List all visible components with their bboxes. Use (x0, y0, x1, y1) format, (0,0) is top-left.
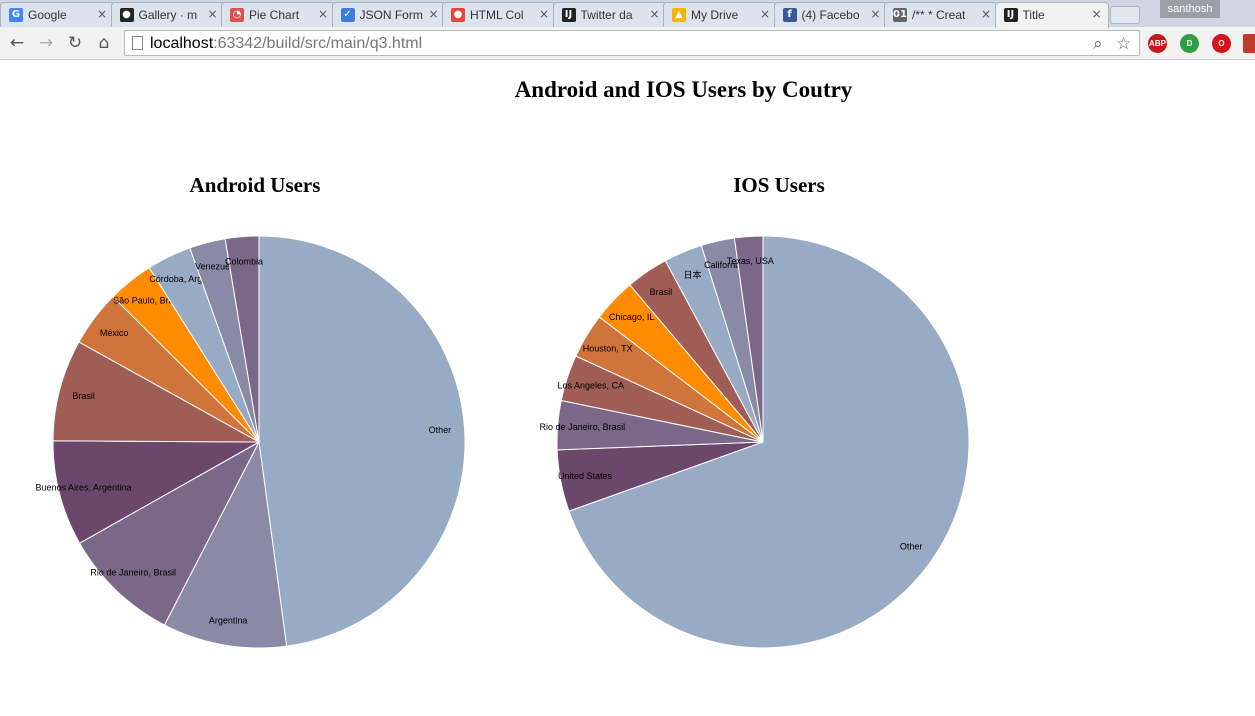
address-bar[interactable]: localhost:63342/build/src/main/q3.html ⌕… (124, 30, 1140, 56)
slice-label: Brasil (72, 391, 95, 401)
github-icon: ● (119, 8, 134, 22)
slice-label: Texas, USA (727, 256, 774, 266)
pie-slice[interactable] (224, 235, 260, 443)
home-icon[interactable]: ⌂ (98, 33, 110, 53)
tab-9[interactable]: 01 /** * Creat × (884, 2, 998, 27)
slice-label: Venezuel (195, 262, 232, 272)
tab-4[interactable]: ✓ JSON Form × (331, 2, 446, 27)
pie-charts: Other Argentina Rio de Janeiro, Brasil Buen… (35, 235, 970, 649)
extension-green-icon[interactable]: D (1180, 34, 1199, 53)
back-arrow-icon[interactable]: ← (9, 33, 25, 53)
tab-label: My Drive (691, 8, 739, 22)
ios-pie: Other United States Rio de Janeiro, Brasil… (540, 235, 970, 649)
address-url[interactable]: localhost:63342/build/src/main/q3.html (150, 35, 423, 52)
google-icon: G (9, 8, 23, 22)
opera-extension-icon[interactable]: O (1212, 34, 1231, 53)
slice-label: United States (558, 471, 613, 481)
slice-label: Buenos Aires, Argentina (35, 482, 131, 492)
slice-label: México (100, 328, 129, 338)
pie-chart-icon: ◔ (230, 8, 244, 22)
pie-slice[interactable] (52, 440, 261, 544)
profile-button[interactable]: santhosh (1160, 0, 1220, 18)
pie-slice[interactable] (733, 235, 764, 443)
binary-file-icon: 01 (893, 8, 907, 22)
tab-label: Twitter da (580, 8, 633, 22)
intellij-icon: IJ (1003, 8, 1018, 22)
slice-label: Other (429, 425, 452, 435)
color-picker-icon: ● (451, 8, 465, 22)
tab-label: /** * Creat (912, 8, 966, 22)
pie-slice[interactable] (52, 341, 260, 443)
slice-label: Other (900, 541, 923, 551)
tab-label: Title (1022, 8, 1045, 22)
intellij-icon: IJ (561, 8, 576, 22)
slice-label: Argentina (209, 616, 248, 626)
checkbox-icon: ✓ (340, 8, 355, 22)
tab-10[interactable]: IJ Title × (994, 2, 1109, 28)
ios-chart-title: IOS Users (733, 173, 825, 197)
slice-label: Brasil (650, 287, 673, 297)
close-tab-icon[interactable]: × (980, 7, 991, 21)
close-tab-icon[interactable]: × (1091, 7, 1102, 21)
page-content: Android and IOS Users by Coutry Android … (0, 60, 1255, 716)
close-tab-icon[interactable]: × (207, 7, 218, 21)
facebook-icon: f (782, 8, 797, 22)
slice-label: São Paulo, Bras (113, 296, 179, 306)
browser-tab-strip: G Google × ● Gallery · m × ◔ Pie Chart × ✓ JSON Fo… (0, 0, 1255, 28)
slice-label: California (704, 260, 742, 270)
browser-toolbar: ← → ↻ ⌂ localhost:63342/build/src/main/q… (0, 27, 1255, 60)
close-tab-icon[interactable]: × (317, 7, 328, 21)
android-pie: Other Argentina Rio de Janeiro, Brasil Buen… (35, 235, 466, 649)
page-title: Android and IOS Users by Coutry (514, 77, 853, 102)
bookmark-star-icon[interactable]: ☆ (1116, 34, 1132, 54)
new-tab-button[interactable] (1110, 6, 1140, 24)
slice-label: Chicago, IL (609, 312, 655, 322)
page-icon (132, 36, 143, 50)
tab-5[interactable]: ● HTML Col × (442, 2, 556, 27)
pie-slice[interactable] (568, 235, 970, 649)
tab-label: HTML Col (470, 8, 524, 22)
tab-7[interactable]: ▲ My Drive × (663, 2, 777, 27)
close-tab-icon[interactable]: × (649, 7, 660, 21)
tab-label: Google (28, 8, 67, 22)
zoom-icon[interactable]: ⌕ (1093, 34, 1103, 54)
slice-label: Córdoba, Arger (149, 274, 210, 284)
android-chart-title: Android Users (189, 173, 321, 197)
tab-6[interactable]: IJ Twitter da × (552, 2, 667, 27)
pie-slice[interactable] (163, 440, 288, 649)
slice-label: Rio de Janeiro, Brasil (540, 422, 626, 432)
tab-8[interactable]: f (4) Facebo × (773, 2, 888, 27)
tab-label: Gallery · m (138, 8, 198, 22)
close-tab-icon[interactable]: × (870, 7, 881, 21)
close-tab-icon[interactable]: × (759, 7, 770, 21)
slice-label: Colombia (225, 256, 263, 266)
slice-label: 日本 (684, 269, 702, 280)
tab-label: Pie Chart (249, 8, 300, 22)
pie-slice[interactable] (78, 440, 261, 626)
tab-2[interactable]: ● Gallery · m × (110, 2, 225, 27)
adblock-extension-icon[interactable]: ABP (1148, 34, 1167, 53)
slice-label: Houston, TX (583, 344, 633, 354)
reload-icon[interactable]: ↻ (67, 33, 83, 53)
close-tab-icon[interactable]: × (96, 7, 107, 21)
tab-3[interactable]: ◔ Pie Chart × (221, 2, 335, 27)
slice-label: Los Angeles, CA (557, 381, 624, 391)
tab-label: JSON Form (359, 8, 423, 22)
forward-arrow-icon[interactable]: → (38, 33, 54, 53)
tab-1[interactable]: G Google × (0, 2, 114, 27)
tab-label: (4) Facebo (801, 8, 860, 22)
google-drive-icon: ▲ (672, 8, 686, 22)
slice-label: Rio de Janeiro, Brasil (90, 568, 176, 578)
pie-slice[interactable] (258, 235, 466, 647)
close-tab-icon[interactable]: × (428, 7, 439, 21)
close-tab-icon[interactable]: × (538, 7, 549, 21)
extension-red-icon[interactable] (1243, 34, 1255, 53)
